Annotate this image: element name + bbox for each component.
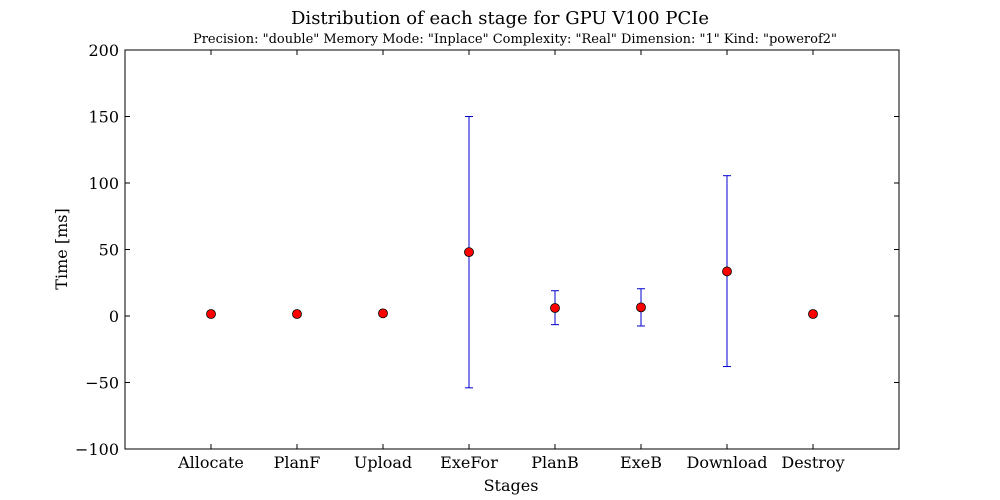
x-axis-label: Stages	[484, 476, 539, 495]
chart-title: Distribution of each stage for GPU V100 …	[291, 8, 709, 29]
x-tick-label: PlanF	[274, 453, 321, 472]
y-tick-label: 50	[99, 241, 119, 260]
x-tick-label: ExeB	[620, 453, 662, 472]
chart-subtitle: Precision: "double" Memory Mode: "Inplac…	[193, 32, 837, 47]
data-point	[378, 308, 388, 319]
x-tick-label: ExeFor	[440, 453, 498, 472]
data-point	[636, 302, 646, 313]
y-tick-label: −50	[85, 374, 119, 393]
plot-area: −100 −50 0 50 100 150 200 Allocate PlanF Upload Ex…	[75, 41, 900, 472]
y-tick-label: 0	[109, 307, 119, 326]
plot-frame	[124, 49, 900, 450]
data-point	[464, 247, 474, 258]
data-point	[722, 266, 732, 277]
x-tick-label: Destroy	[781, 453, 844, 472]
x-tick-label: Allocate	[177, 453, 244, 472]
data-point	[550, 303, 560, 313]
x-tick-label: Upload	[354, 453, 412, 472]
data-point	[808, 309, 818, 319]
x-tick-label: PlanB	[531, 453, 578, 472]
x-tick-label: Download	[687, 453, 768, 472]
y-axis-label: Time [ms]	[52, 208, 71, 289]
y-tick-label: 100	[88, 174, 119, 193]
data-point	[206, 309, 216, 319]
data-point	[292, 309, 302, 319]
y-tick-label: 150	[88, 108, 119, 127]
y-tick-label: 200	[88, 41, 119, 60]
y-tick-label: −100	[75, 440, 119, 459]
